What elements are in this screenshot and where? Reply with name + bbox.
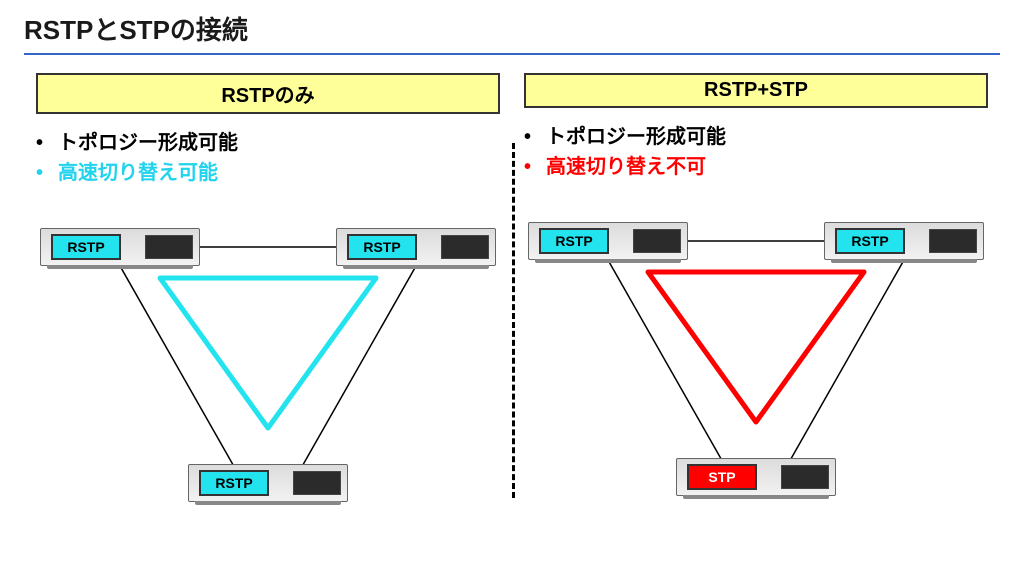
switch-badge: RSTP bbox=[51, 234, 121, 260]
triangle-highlight bbox=[648, 272, 864, 422]
triangle-highlight bbox=[160, 278, 376, 428]
switch-ports-icon bbox=[633, 229, 681, 253]
diagram-left: RSTP RSTP RSTP bbox=[36, 228, 500, 508]
switch-node: STP bbox=[676, 458, 836, 496]
panel-left-bullets: トポロジー形成可能 高速切り替え可能 bbox=[36, 128, 500, 188]
panel-right-header: RSTP+STP bbox=[524, 73, 988, 108]
switch-node: RSTP bbox=[824, 222, 984, 260]
switch-badge: RSTP bbox=[347, 234, 417, 260]
switch-node: RSTP bbox=[40, 228, 200, 266]
switch-ports-icon bbox=[781, 465, 829, 489]
panel-left: RSTPのみ トポロジー形成可能 高速切り替え可能 RSTP RSTP bbox=[24, 73, 512, 508]
panel-left-header: RSTPのみ bbox=[36, 73, 500, 114]
switch-badge: RSTP bbox=[539, 228, 609, 254]
page-title: RSTPとSTPの接続 bbox=[24, 10, 1000, 53]
bullet-item: トポロジー形成可能 bbox=[546, 122, 988, 152]
panel-right: RSTP+STP トポロジー形成可能 高速切り替え不可 RSTP RSTP ST… bbox=[512, 73, 1000, 508]
panel-right-bullets: トポロジー形成可能 高速切り替え不可 bbox=[524, 122, 988, 182]
switch-badge: STP bbox=[687, 464, 757, 490]
panel-divider bbox=[512, 143, 515, 498]
switch-ports-icon bbox=[929, 229, 977, 253]
switch-badge: RSTP bbox=[199, 470, 269, 496]
bullet-item: トポロジー形成可能 bbox=[58, 128, 500, 158]
switch-badge: RSTP bbox=[835, 228, 905, 254]
diagram-right: RSTP RSTP STP bbox=[524, 222, 988, 502]
bullet-item: 高速切り替え不可 bbox=[546, 152, 988, 182]
switch-node: RSTP bbox=[528, 222, 688, 260]
panels-row: RSTPのみ トポロジー形成可能 高速切り替え可能 RSTP RSTP bbox=[24, 73, 1000, 508]
switch-node: RSTP bbox=[188, 464, 348, 502]
bullet-item: 高速切り替え可能 bbox=[58, 158, 500, 188]
switch-node: RSTP bbox=[336, 228, 496, 266]
switch-ports-icon bbox=[441, 235, 489, 259]
switch-ports-icon bbox=[293, 471, 341, 495]
switch-ports-icon bbox=[145, 235, 193, 259]
title-rule bbox=[24, 53, 1000, 55]
